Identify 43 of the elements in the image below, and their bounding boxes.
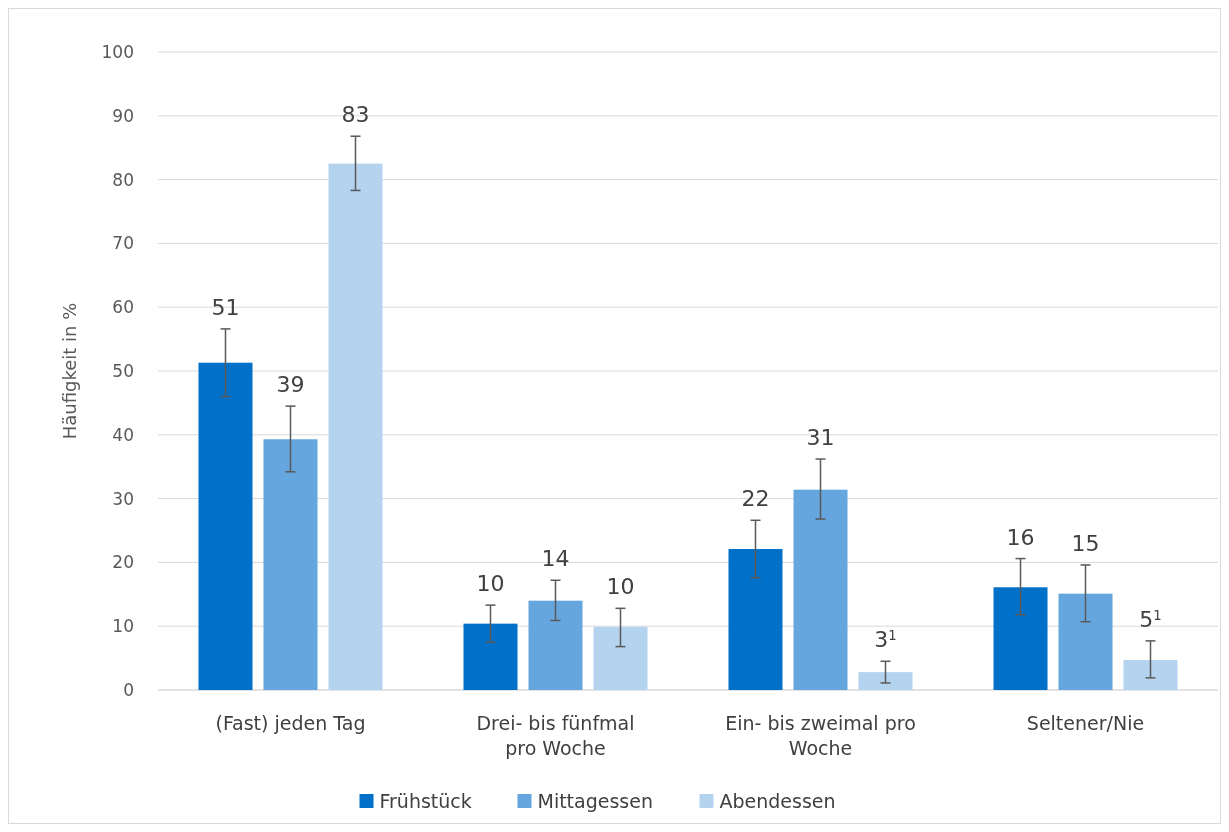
bar: [1123, 660, 1178, 690]
y-tick-label: 40: [112, 424, 134, 445]
data-label: 31: [806, 425, 835, 451]
y-tick-label: 60: [112, 297, 134, 318]
y-tick-label: 80: [112, 169, 134, 190]
data-label: 83: [341, 102, 370, 128]
y-tick-label: 20: [112, 552, 134, 573]
data-label: 51: [211, 294, 240, 320]
bar: [263, 439, 318, 690]
bar: [528, 600, 583, 690]
bar: [1058, 593, 1113, 690]
data-label: 15: [1071, 530, 1100, 556]
legend-label: Mittagessen: [537, 790, 653, 812]
y-tick-label: 100: [101, 41, 134, 62]
bar: [858, 672, 913, 690]
y-tick-label: 30: [112, 488, 134, 509]
legend-label: Abendessen: [719, 790, 836, 812]
bar: [593, 626, 648, 690]
y-axis-title: Häufigkeit in %: [59, 302, 80, 440]
bar: [728, 549, 783, 690]
data-label: 16: [1006, 524, 1035, 550]
y-tick-label: 50: [112, 360, 134, 381]
y-tick-label: 70: [112, 233, 134, 254]
bar: [993, 587, 1048, 690]
x-tick-label: Drei- bis fünfmal pro Woche: [476, 712, 635, 759]
data-label: 3$^{1}$: [874, 627, 897, 653]
data-label: 10: [606, 574, 635, 600]
data-label: 22: [741, 486, 770, 512]
y-tick-label: 90: [112, 105, 134, 126]
y-tick-label: 0: [123, 679, 134, 700]
y-tick-label: 10: [112, 616, 134, 637]
legend-label: Frühstück: [379, 790, 472, 812]
bar: [463, 623, 518, 690]
x-tick-label: Ein- bis zweimal pro Woche: [725, 712, 916, 759]
x-tick-label: Seltener/Nie: [1026, 712, 1145, 734]
bar: [793, 489, 848, 690]
bar: [198, 362, 253, 690]
data-label: 14: [541, 546, 570, 572]
data-label: 39: [276, 372, 305, 398]
bar: [328, 163, 383, 690]
x-tick-label: (Fast) jeden Tag: [215, 712, 366, 734]
data-label: 5$^{1}$: [1139, 606, 1162, 632]
data-label: 10: [476, 571, 505, 597]
